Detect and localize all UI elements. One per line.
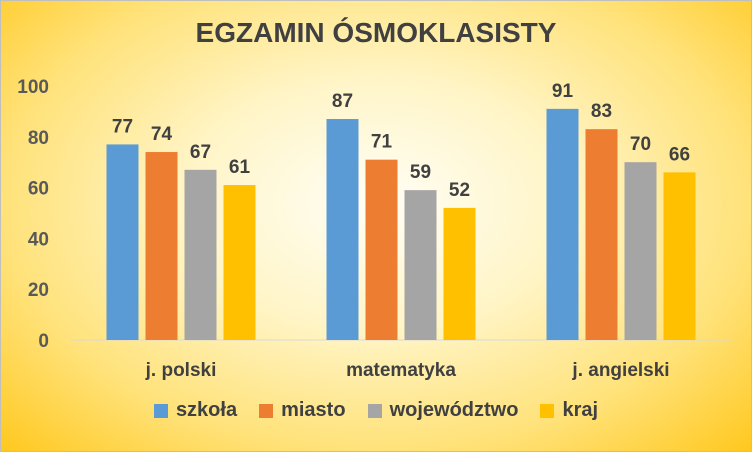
legend-swatch	[259, 403, 274, 418]
y-tick-label: 0	[38, 331, 49, 352]
legend-item: województwo	[367, 399, 519, 422]
legend-label: szkoła	[175, 399, 238, 421]
data-label: 66	[669, 144, 690, 165]
data-label: 77	[112, 116, 133, 137]
bar-miasto-j. angielski	[585, 129, 618, 340]
bar-szkoła-matematyka	[326, 119, 359, 341]
legend-item: miasto	[259, 399, 346, 422]
legend-item: szkoła	[153, 399, 238, 422]
bar-województwo-j. polski	[184, 169, 217, 340]
x-category-label: j. angielski	[571, 360, 669, 381]
bar-szkoła-j. angielski	[546, 108, 579, 340]
data-label: 59	[410, 162, 431, 183]
y-tick-label: 100	[17, 77, 49, 98]
legend-label: miasto	[281, 399, 346, 421]
data-label: 74	[151, 124, 173, 145]
bar-miasto-matematyka	[365, 159, 398, 340]
chart-title: EGZAMIN ÓSMOKLASISTY	[195, 17, 557, 48]
bar-szkoła-j. polski	[106, 144, 139, 340]
legend: szkoła miasto województwo kraj	[1, 399, 751, 422]
legend-swatch	[367, 403, 382, 418]
data-label: 61	[229, 157, 251, 178]
bar-województwo-j. angielski	[624, 162, 657, 340]
legend-item: kraj	[540, 399, 598, 422]
data-label: 52	[449, 180, 470, 201]
legend-label: województwo	[389, 399, 519, 421]
legend-swatch	[540, 403, 555, 418]
bar-województwo-matematyka	[404, 190, 437, 340]
y-tick-label: 80	[28, 128, 49, 149]
data-label: 91	[552, 81, 574, 102]
y-tick-label: 60	[28, 179, 49, 200]
x-category-label: matematyka	[346, 360, 456, 381]
data-label: 67	[190, 142, 211, 163]
data-label: 83	[591, 101, 612, 122]
bar-kraj-matematyka	[443, 207, 476, 340]
bar-kraj-j. angielski	[663, 172, 696, 340]
legend-label: kraj	[562, 399, 599, 421]
x-category-label: j. polski	[145, 360, 217, 381]
data-label: 71	[371, 132, 393, 153]
y-tick-label: 40	[28, 229, 49, 250]
data-label: 87	[332, 91, 353, 112]
data-label: 70	[630, 134, 651, 155]
y-tick-label: 20	[28, 280, 49, 301]
bar-kraj-j. polski	[223, 185, 256, 340]
legend-swatch	[153, 403, 168, 418]
bar-miasto-j. polski	[145, 152, 178, 340]
